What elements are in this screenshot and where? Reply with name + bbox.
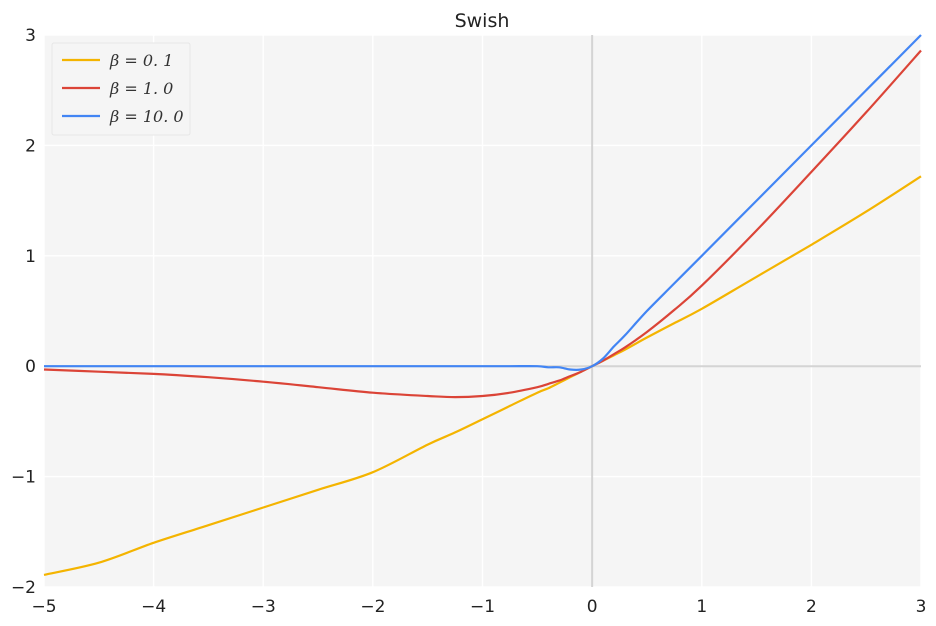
x-tick-label: −1 [470,597,495,617]
grid-lines [43,34,922,588]
x-tick-label: 3 [916,597,927,617]
y-tick-label: 2 [25,136,36,156]
series-line-0 [43,175,922,576]
chart-title: Swish [455,10,510,32]
x-tick-label: −5 [31,597,56,617]
series-lines [43,34,922,576]
legend-label-2: β = 10. 0 [109,107,184,126]
legend-label-1: β = 1. 0 [109,79,173,98]
x-tick-label: −4 [141,597,166,617]
y-tick-label: 1 [25,247,36,267]
y-tick-label: −1 [11,468,36,488]
legend-box [51,42,191,136]
y-tick-label: 0 [25,357,36,377]
tick-labels: −5 −4 −3 −2 −1 0 1 2 3 −2 −1 0 1 2 3 [11,26,926,617]
x-tick-label: 2 [806,597,817,617]
legend: β = 0. 1 β = 1. 0 β = 10. 0 [51,42,191,136]
series-line-2 [44,34,922,371]
y-tick-label: 3 [25,26,36,46]
x-tick-label: −3 [251,597,276,617]
x-tick-label: 1 [696,597,707,617]
y-tick-label: −2 [11,578,36,598]
x-tick-label: 0 [587,597,598,617]
series-line-1 [43,49,922,399]
legend-label-0: β = 0. 1 [109,51,173,70]
x-tick-label: −2 [360,597,385,617]
